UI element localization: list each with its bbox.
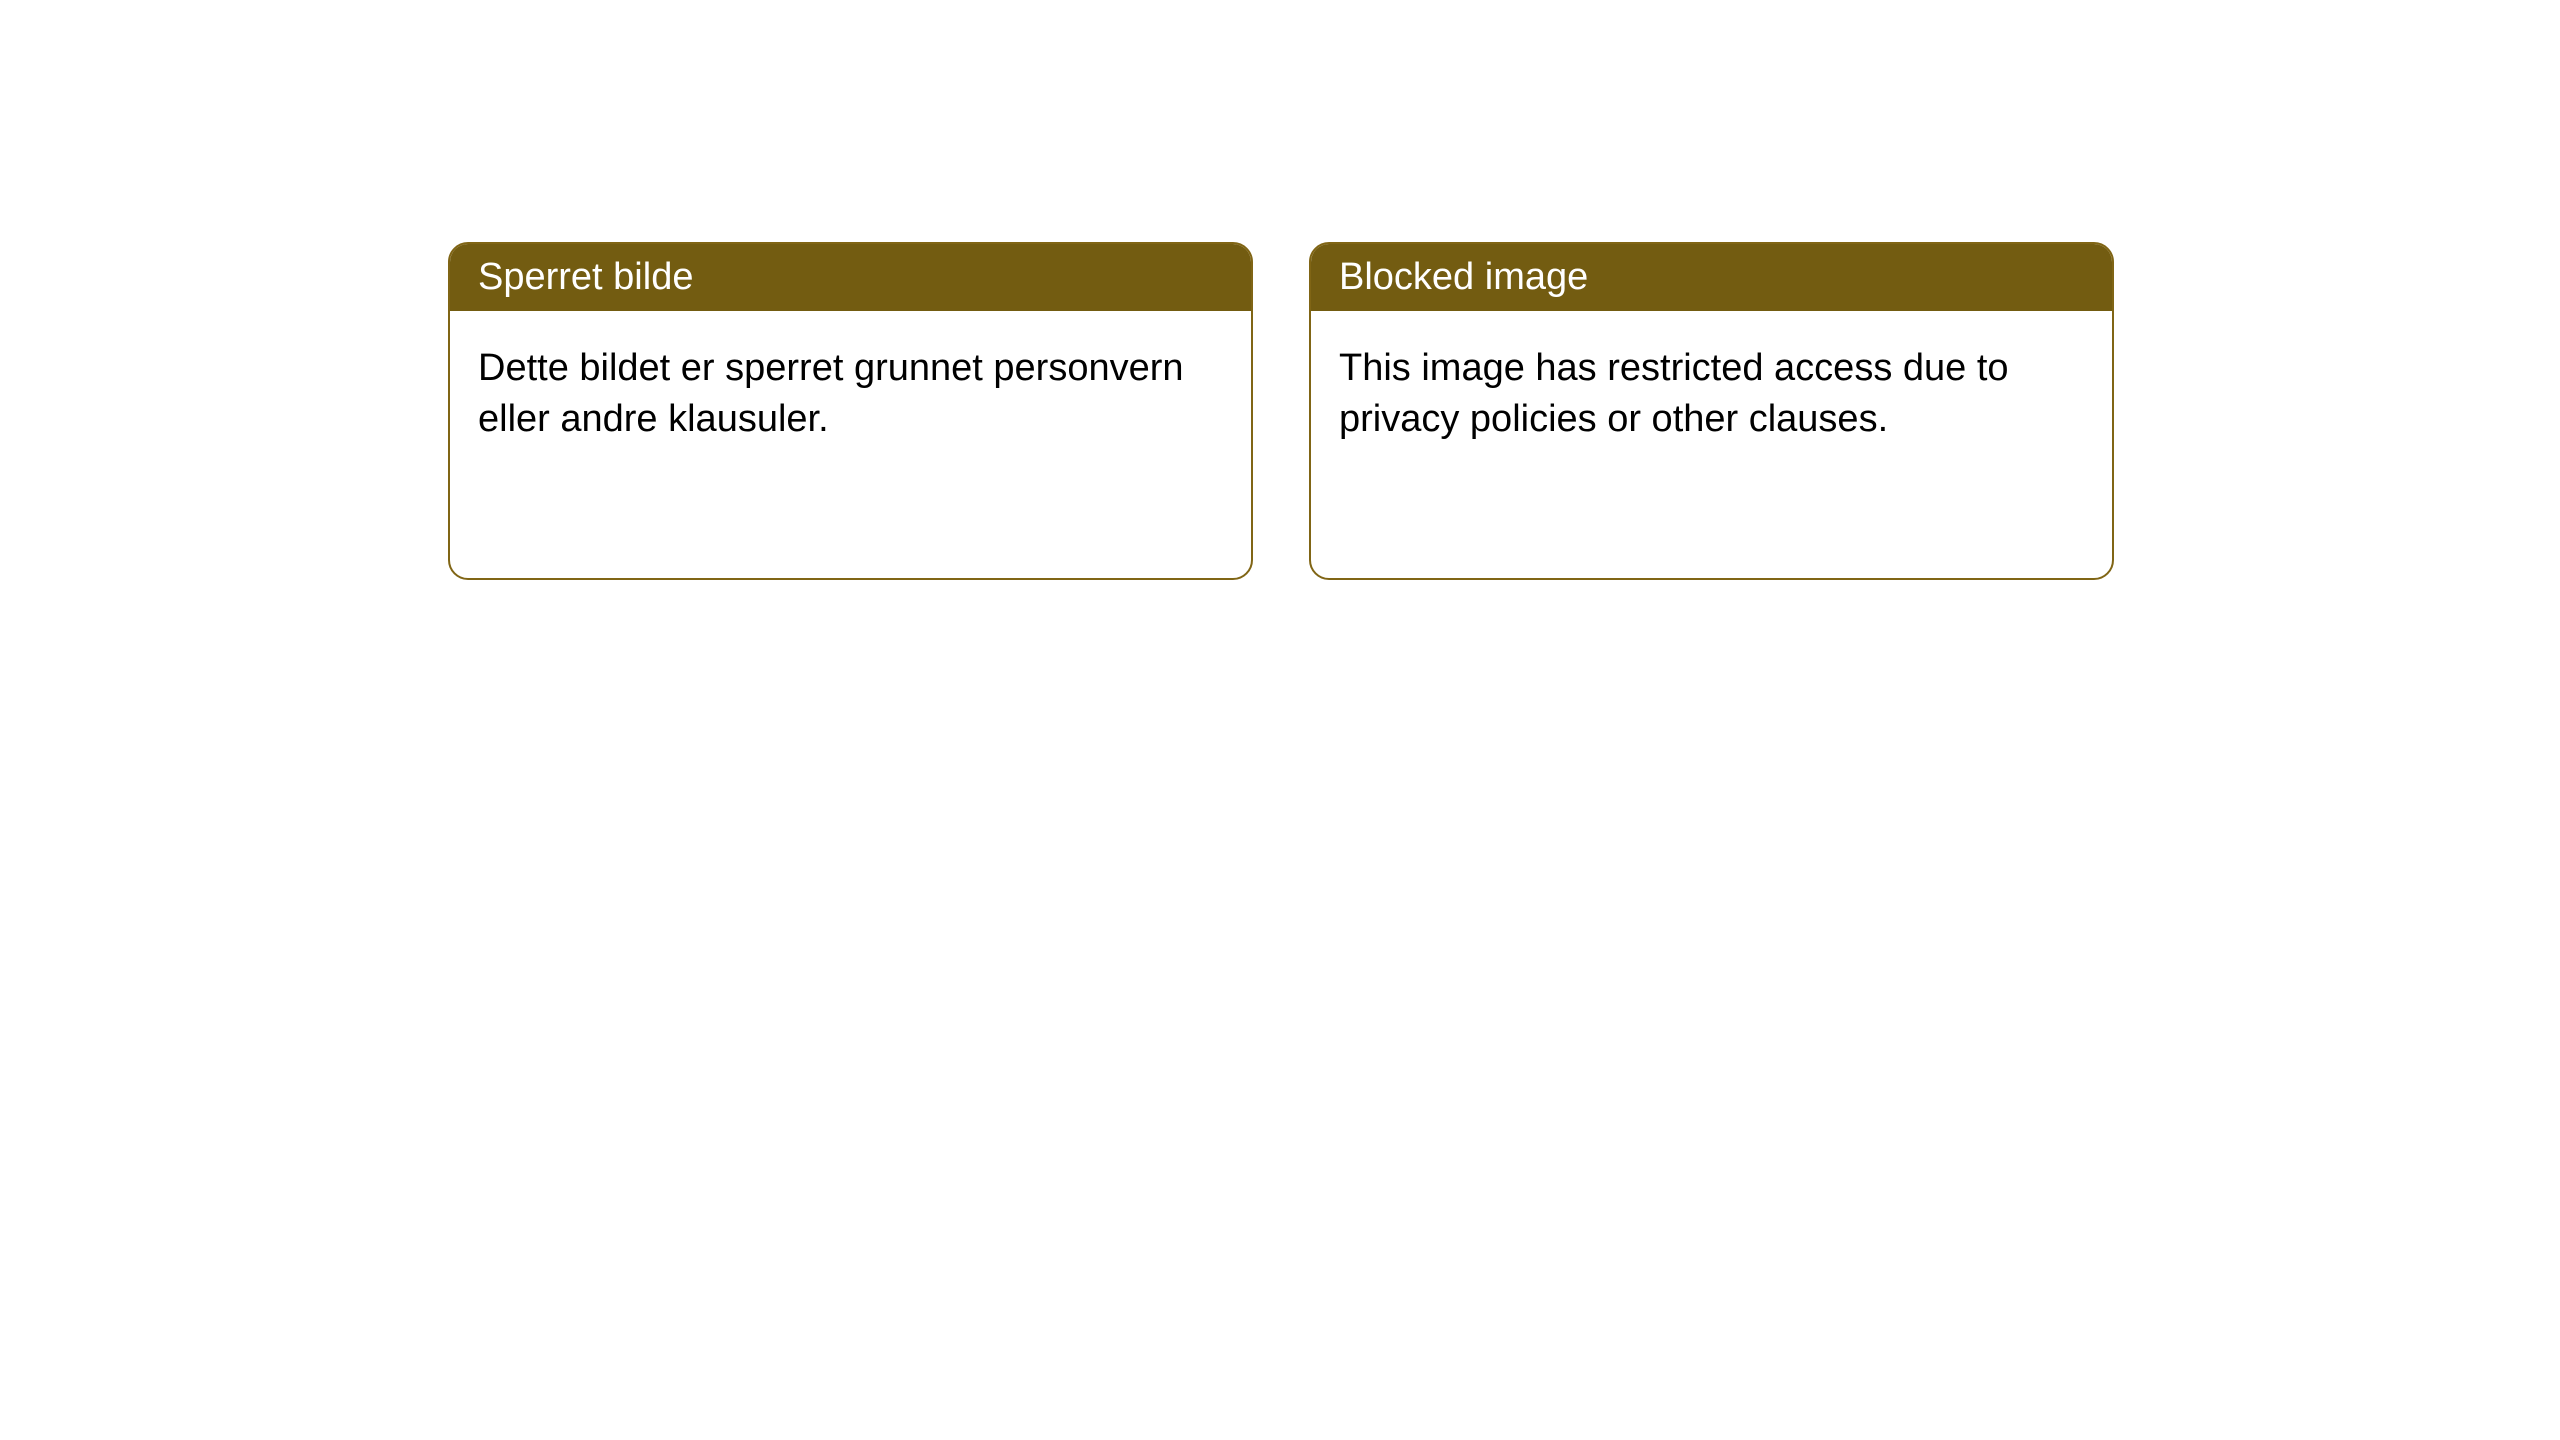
notice-title-english: Blocked image [1339, 256, 1588, 298]
notice-title-norwegian: Sperret bilde [478, 256, 693, 298]
notice-body-english: This image has restricted access due to … [1311, 311, 2112, 578]
notice-card-norwegian: Sperret bilde Dette bildet er sperret gr… [448, 242, 1253, 580]
notice-text-norwegian: Dette bildet er sperret grunnet personve… [478, 347, 1184, 440]
notice-card-english: Blocked image This image has restricted … [1309, 242, 2114, 580]
notice-container: Sperret bilde Dette bildet er sperret gr… [0, 0, 2560, 580]
notice-text-english: This image has restricted access due to … [1339, 347, 2009, 440]
notice-body-norwegian: Dette bildet er sperret grunnet personve… [450, 311, 1251, 578]
notice-header-english: Blocked image [1311, 244, 2112, 311]
notice-header-norwegian: Sperret bilde [450, 244, 1251, 311]
